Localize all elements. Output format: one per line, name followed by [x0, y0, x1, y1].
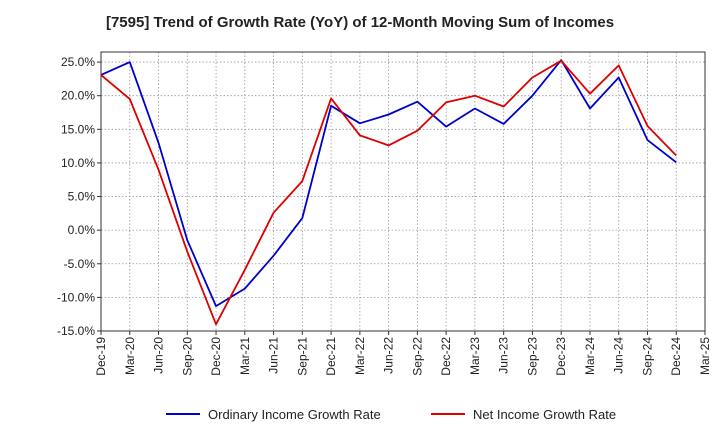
x-tick-label: Sep-22 [410, 337, 424, 376]
x-tick-label: Sep-24 [640, 337, 654, 376]
y-tick-label: 5.0% [68, 190, 96, 204]
x-tick-label: Dec-22 [439, 337, 453, 376]
grid-lines [101, 52, 705, 332]
y-tick-label: -5.0% [64, 257, 96, 271]
y-tick-label: 0.0% [68, 223, 96, 237]
plot-frame [100, 51, 706, 332]
x-tick-label: Mar-24 [583, 337, 597, 375]
y-axis-ticks: 25.0% 20.0% 15.0% 10.0% 5.0% 0.0% -5.0% -10.0% -… [57, 55, 101, 338]
legend-label: Ordinary Income Growth Rate [208, 407, 381, 422]
x-tick-label: Mar-22 [353, 337, 367, 375]
y-tick-label: 10.0% [61, 156, 95, 170]
x-tick-label: Mar-21 [238, 337, 252, 375]
y-tick-label: -10.0% [57, 290, 95, 304]
x-tick-label: Dec-23 [554, 337, 568, 376]
x-tick-label: Jun-22 [382, 337, 396, 374]
x-tick-label: Dec-19 [94, 337, 108, 376]
x-tick-label: Sep-21 [295, 337, 309, 376]
series-layer [100, 59, 677, 326]
x-tick-label: Jun-21 [267, 337, 281, 374]
x-tick-label: Mar-23 [468, 337, 482, 375]
x-tick-label: Jun-24 [612, 337, 626, 374]
x-tick-label: Dec-20 [209, 337, 223, 376]
x-tick-label: Dec-24 [669, 337, 683, 376]
x-tick-label: Sep-20 [180, 337, 194, 376]
chart-title: [7595] Trend of Growth Rate (YoY) of 12-… [105, 14, 615, 31]
y-tick-label: 25.0% [61, 55, 95, 69]
series-line-ordinary-income-growth-rate [100, 59, 677, 308]
x-tick-label: Jun-20 [152, 337, 166, 374]
series-line-net-income-growth-rate [100, 59, 677, 326]
y-tick-label: 20.0% [61, 89, 95, 103]
legend-label: Net Income Growth Rate [473, 407, 616, 422]
y-tick-label: -15.0% [57, 324, 95, 338]
x-tick-label: Jun-23 [497, 337, 511, 374]
x-tick-label: Sep-23 [525, 337, 539, 376]
x-axis-ticks: Dec-19 Mar-20 Jun-20 Sep-20 Dec-20 Mar-21 Jun-… [94, 331, 712, 376]
y-tick-label: 15.0% [61, 122, 95, 136]
x-tick-label: Mar-25 [698, 337, 712, 375]
x-tick-label: Mar-20 [123, 337, 137, 375]
legend: Ordinary Income Growth Rate Net Income Gr… [166, 407, 616, 422]
x-tick-label: Dec-21 [324, 337, 338, 376]
